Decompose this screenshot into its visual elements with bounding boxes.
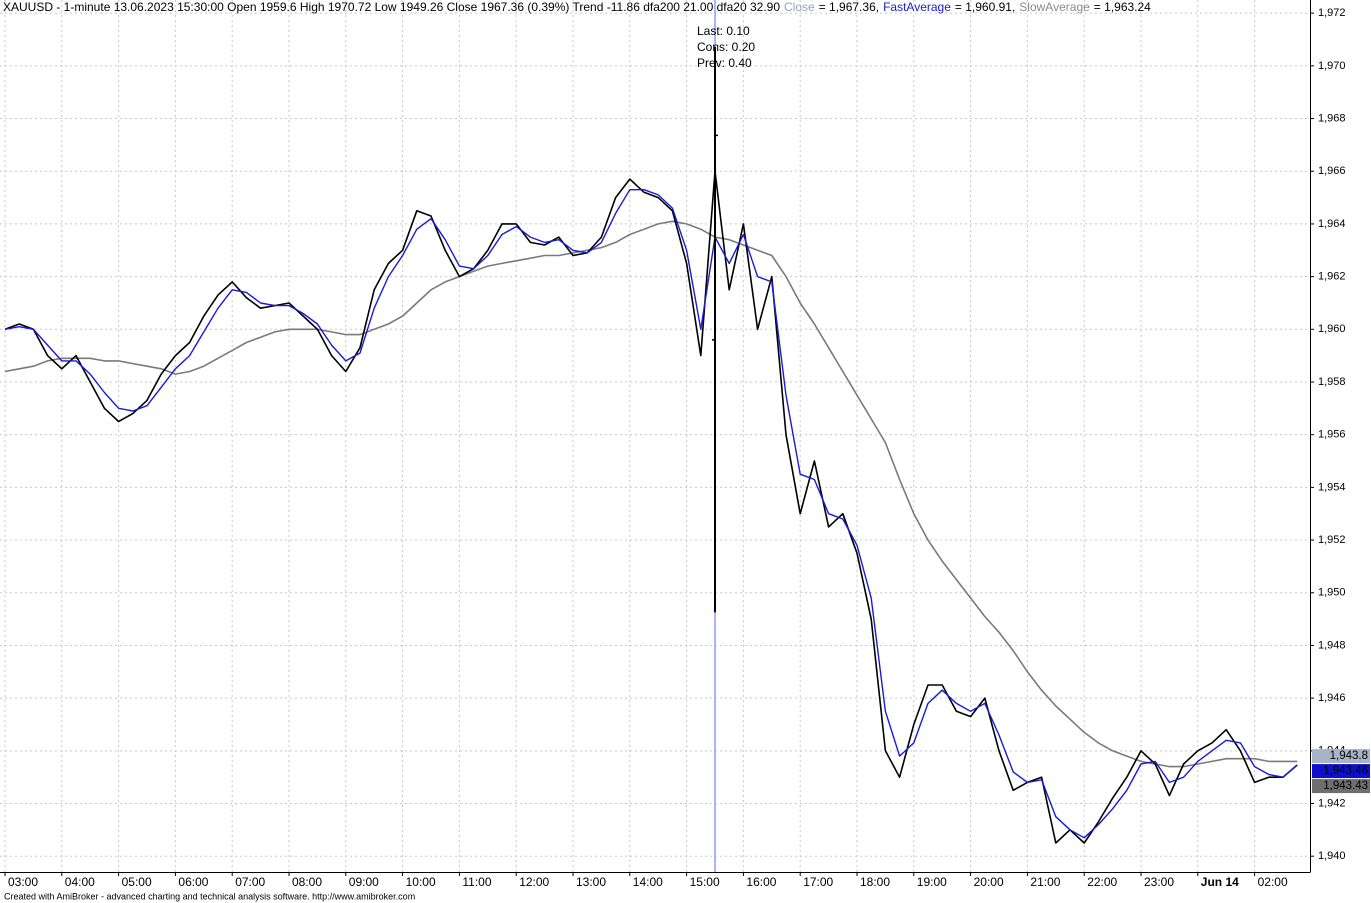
price-marker [1312, 779, 1370, 794]
annotation: Prev: 0.40 [697, 56, 752, 70]
legend-value: = 1,967.36, [819, 0, 879, 14]
legend-value: = 1,963.24 [1094, 0, 1151, 14]
plot [4, 0, 1298, 872]
y-tick-label: 1,962 [1318, 271, 1346, 283]
x-tick-label: 07:00 [235, 875, 265, 889]
x-tick-label: 03:00 [8, 875, 38, 889]
x-tick-label: 09:00 [349, 875, 379, 889]
x-tick-label: 20:00 [974, 875, 1004, 889]
y-tick-label: 1,946 [1318, 692, 1346, 704]
x-tick-label: 14:00 [633, 875, 663, 889]
x-tick-label: 18:00 [860, 875, 890, 889]
x-tick-label: 04:00 [65, 875, 95, 889]
y-tick-label: 1,956 [1318, 429, 1346, 441]
annotation: Last: 0.10 [697, 24, 750, 38]
price-line [4, 188, 1298, 839]
price-marker [1312, 764, 1370, 779]
x-tick-label: 05:00 [122, 875, 152, 889]
annotation: Cons: 0.20 [697, 40, 755, 54]
x-tick-label: 21:00 [1030, 875, 1060, 889]
y-tick-label: 1,960 [1318, 323, 1346, 335]
x-tick-label: 22:00 [1087, 875, 1117, 889]
x-tick-label: 06:00 [178, 875, 208, 889]
chart-header: XAUUSD - 1-minute 13.06.2023 15:30:00 Op… [3, 0, 1151, 14]
x-tick-label: 08:00 [292, 875, 322, 889]
y-tick-label: 1,964 [1318, 218, 1346, 230]
y-tick-label: 1,950 [1318, 587, 1346, 599]
legend-name: Close [784, 0, 815, 14]
y-tick-label: 1,972 [1318, 7, 1346, 19]
x-tick-label: 15:00 [690, 875, 720, 889]
x-tick-label: 10:00 [406, 875, 436, 889]
x-tick-label: 02:00 [1258, 875, 1288, 889]
legend-name: FastAverage [883, 0, 951, 14]
x-tick-label: 23:00 [1144, 875, 1174, 889]
title: XAUUSD - 1-minute 13.06.2023 15:30:00 Op… [3, 0, 780, 14]
grid [0, 0, 1310, 872]
y-tick-label: 1,948 [1318, 639, 1346, 651]
x-tick-label: 11:00 [462, 875, 491, 889]
y-tick-label: 1,966 [1318, 165, 1346, 177]
legend-name: SlowAverage [1019, 0, 1090, 14]
y-tick-label: 1,970 [1318, 60, 1346, 72]
price-line [4, 170, 1298, 844]
footer: Created with AmiBroker - advanced charti… [4, 891, 415, 901]
x-tick-label: 16:00 [746, 875, 776, 889]
y-tick-label: 1,968 [1318, 112, 1346, 124]
x-tick-label: 13:00 [576, 875, 606, 889]
price-line [4, 220, 1298, 768]
x-tick-label: Jun 14 [1201, 875, 1239, 889]
y-tick-label: 1,952 [1318, 534, 1346, 546]
price-marker-label: 1,943.43 [1323, 780, 1368, 792]
y-tick-label: 1,942 [1318, 797, 1346, 809]
legend-value: = 1,960.91, [955, 0, 1015, 14]
x-tick-label: 12:00 [519, 875, 549, 889]
price-marker-label: 1,943.8 [1330, 750, 1368, 762]
price-marker [1312, 749, 1370, 764]
x-tick-label: 19:00 [917, 875, 947, 889]
y-tick-label: 1,958 [1318, 376, 1346, 388]
price-marker-label: 1,943.46 [1323, 765, 1368, 777]
x-tick-label: 17:00 [803, 875, 833, 889]
y-tick-label: 1,954 [1318, 481, 1346, 493]
y-tick-label: 1,940 [1318, 850, 1346, 862]
